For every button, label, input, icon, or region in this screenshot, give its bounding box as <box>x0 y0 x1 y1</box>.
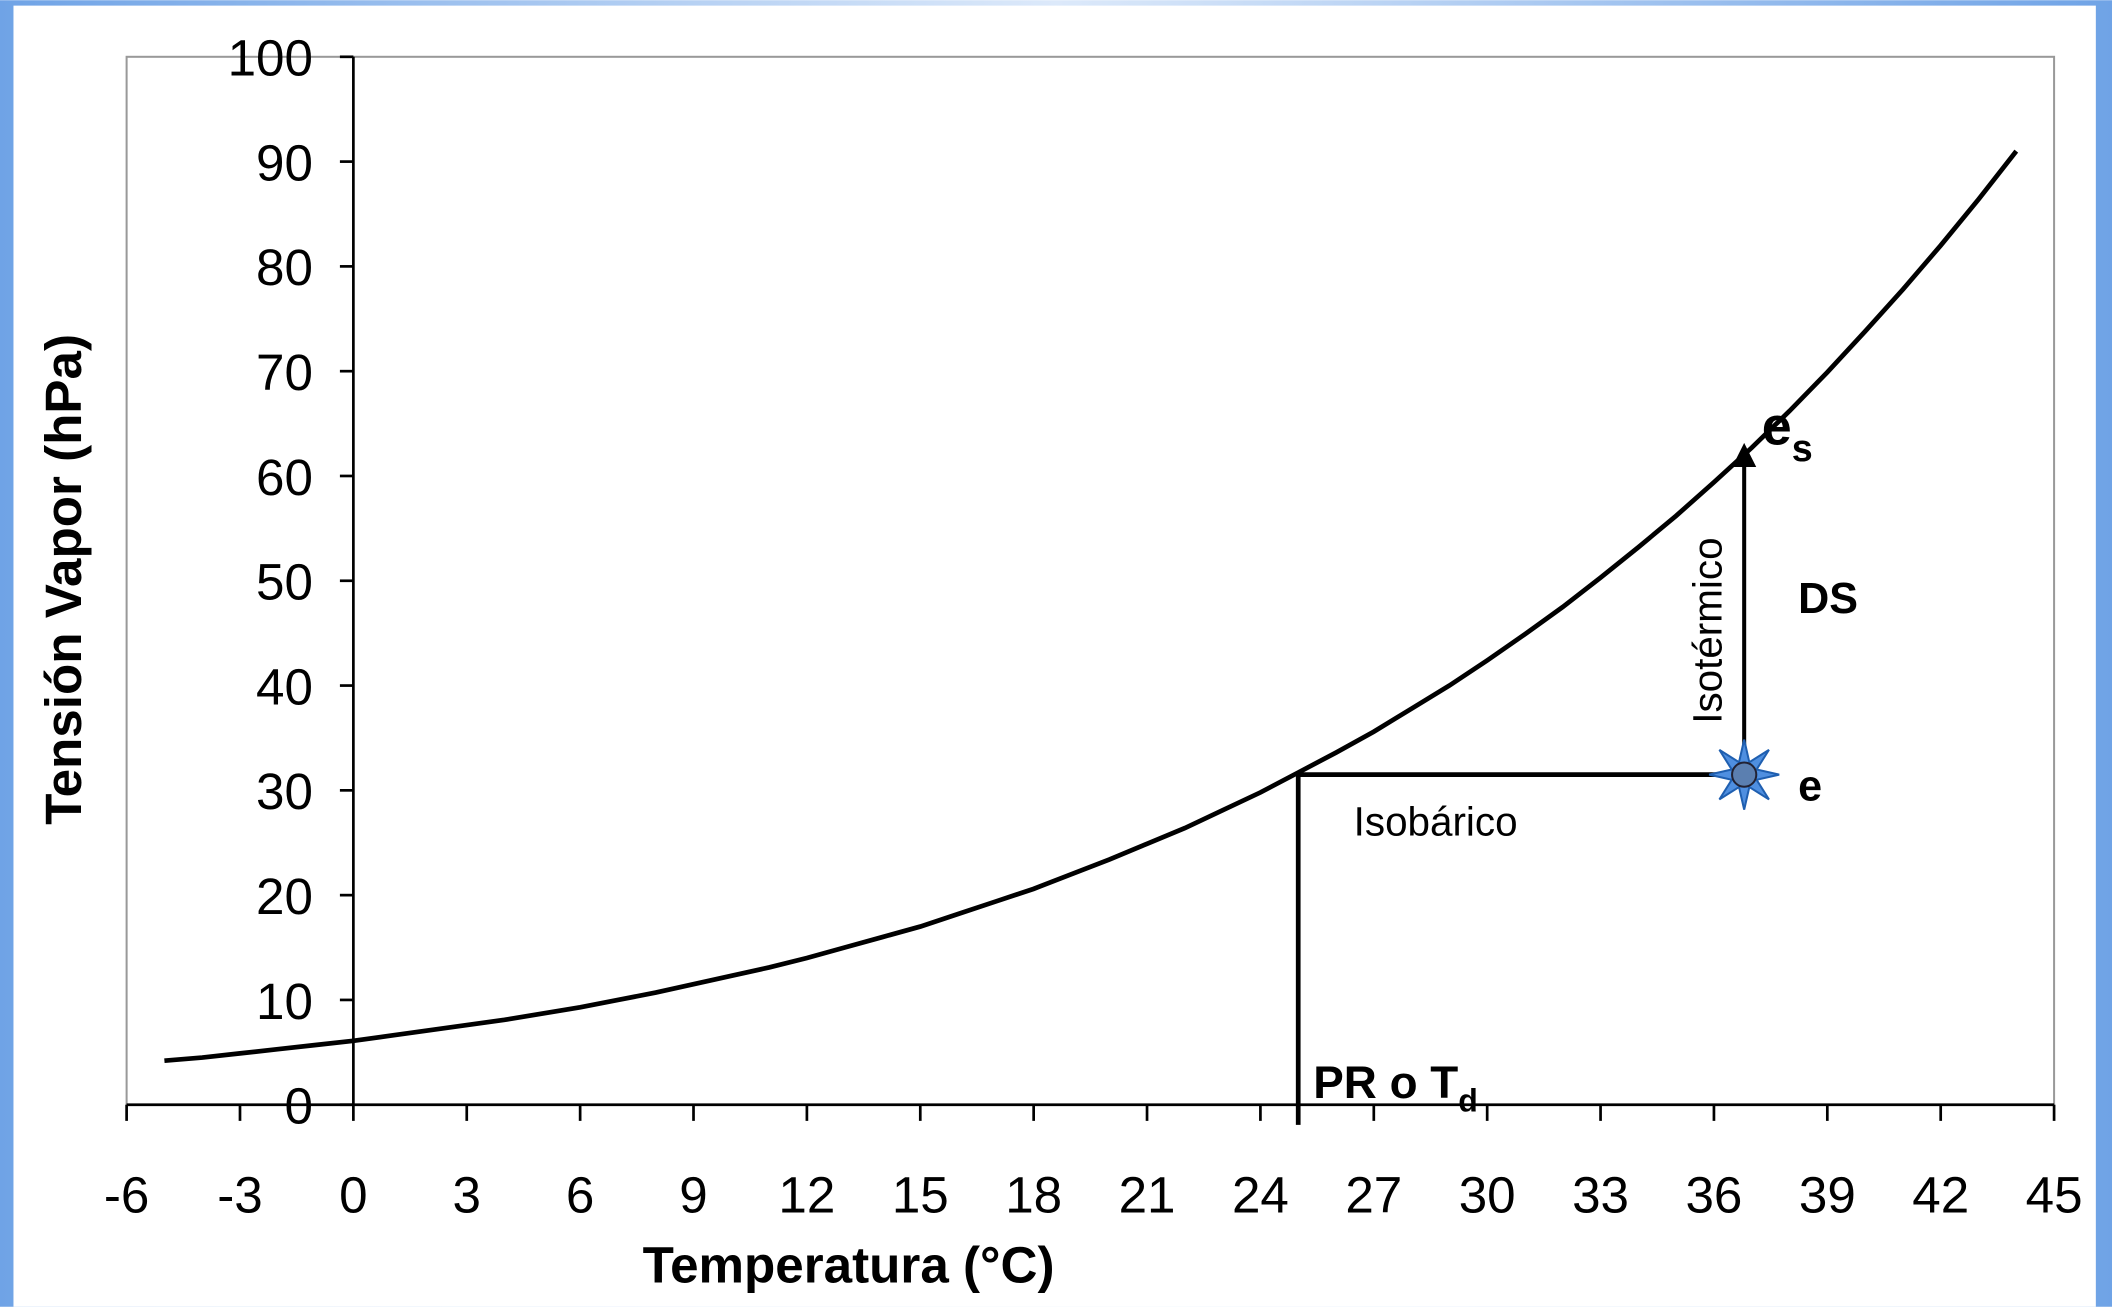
annotation: DS <box>1798 575 1858 623</box>
plot-background <box>13 5 2096 1307</box>
annotation-text: Isobárico <box>1354 798 1518 844</box>
x-tick-label: 30 <box>1459 1166 1516 1223</box>
x-tick-label: 6 <box>566 1166 594 1223</box>
annotation-text: e <box>1798 762 1822 810</box>
annotation: e <box>1798 762 1822 810</box>
x-axis-label: Temperatura (°C) <box>643 1237 1055 1294</box>
x-tick-label: 39 <box>1799 1166 1856 1223</box>
y-tick-label: 10 <box>256 973 313 1030</box>
y-axis-label: Tensión Vapor (hPa) <box>35 334 92 825</box>
x-tick-label: 27 <box>1345 1166 1402 1223</box>
x-tick-label: 0 <box>339 1166 367 1223</box>
x-tick-label: 21 <box>1119 1166 1176 1223</box>
x-tick-label: 24 <box>1232 1166 1289 1223</box>
x-tick-label: 9 <box>679 1166 707 1223</box>
y-tick-label: 70 <box>256 344 313 401</box>
x-tick-label: 15 <box>892 1166 949 1223</box>
y-tick-label: 90 <box>256 134 313 191</box>
x-tick-label: -3 <box>217 1166 263 1223</box>
x-tick-label: 33 <box>1572 1166 1629 1223</box>
annotation: Isotérmico <box>1684 537 1730 723</box>
annotation: PR o Td <box>1313 1057 1478 1119</box>
y-tick-label: 30 <box>256 763 313 820</box>
annotation-subscript: d <box>1458 1083 1478 1119</box>
y-tick-label: 50 <box>256 554 313 611</box>
annotation: es <box>1762 397 1813 469</box>
annotation-text: PR o T <box>1313 1057 1458 1108</box>
data-line <box>164 149 2019 1064</box>
x-tick-label: 36 <box>1685 1166 1742 1223</box>
y-tick-label: 100 <box>228 30 313 87</box>
x-tick-label: 45 <box>2026 1166 2083 1223</box>
y-tick-label: 0 <box>284 1078 312 1135</box>
annotation-text: Isotérmico <box>1684 537 1730 723</box>
x-tick-label: 42 <box>1912 1166 1969 1223</box>
x-tick-label: -6 <box>104 1166 150 1223</box>
x-tick-label: 3 <box>453 1166 481 1223</box>
annotation-text: e <box>1762 397 1792 457</box>
state-point <box>1731 761 1758 788</box>
y-tick-label: 80 <box>256 239 313 296</box>
annotation-subscript: s <box>1792 427 1813 469</box>
y-tick-label: 20 <box>256 868 313 925</box>
x-tick-label: 18 <box>1005 1166 1062 1223</box>
annotation-text: DS <box>1798 575 1858 623</box>
annotation: Isobárico <box>1354 798 1518 844</box>
x-tick-label: 12 <box>778 1166 835 1223</box>
y-tick-label: 40 <box>256 658 313 715</box>
y-tick-label: 60 <box>256 449 313 506</box>
